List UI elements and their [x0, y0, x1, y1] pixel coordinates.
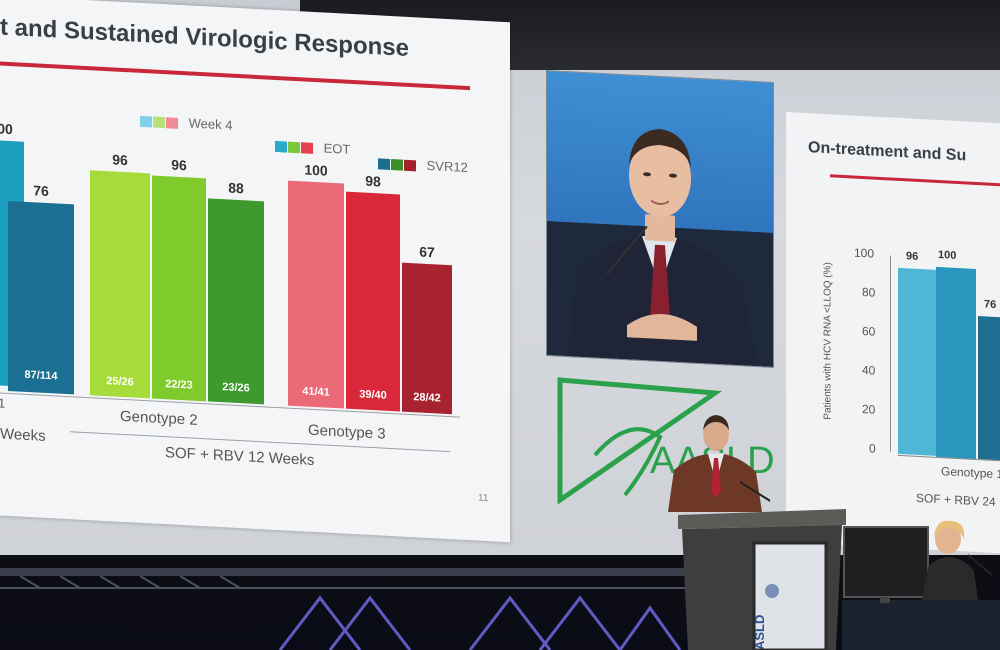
- slide-title: t and Sustained Virologic Response: [0, 13, 409, 62]
- regimen-label: SOF + RBV 12 Weeks: [165, 444, 315, 469]
- title-rule: [0, 61, 470, 91]
- bar-g3-week4: [288, 180, 344, 409]
- ytick-20: 20: [862, 401, 876, 417]
- right-bar-2: [936, 266, 976, 459]
- bar-g1-svr12: [8, 200, 74, 395]
- left-projection-slide: t and Sustained Virologic Response Week …: [0, 0, 510, 543]
- legend-svr12: SVR12: [378, 155, 468, 175]
- right-bar-2-value: 100: [938, 248, 957, 262]
- bar-g3-week4-value: 100: [304, 161, 328, 179]
- ytick-80: 80: [862, 284, 876, 300]
- genotype3-label: Genotype 3: [308, 421, 386, 443]
- speaker-at-podium: [668, 415, 770, 512]
- bar-g2-week4-value: 96: [112, 151, 128, 169]
- right-slide-title: On-treatment and Su: [808, 139, 967, 165]
- ytick-100: 100: [854, 245, 875, 261]
- bar-g1-eot-value: 00: [0, 120, 13, 138]
- side-table: [842, 520, 1000, 650]
- legend-week4: Week 4: [140, 113, 232, 133]
- bar-g3-eot: [346, 191, 400, 412]
- right-bar-3: [978, 316, 1000, 462]
- right-regimen-label: SOF + RBV 24: [916, 490, 996, 509]
- right-yaxis: [890, 255, 891, 452]
- ytick-0: 0: [869, 441, 876, 456]
- ytick-60: 60: [862, 323, 876, 339]
- bar-g3-eot-value: 98: [365, 172, 381, 190]
- bar-g3-svr12-value: 67: [419, 243, 435, 261]
- right-ylabel: Patients with HCV RNA <LLOQ (%): [822, 261, 834, 420]
- genotype1-digit: 1: [0, 395, 6, 411]
- right-title-rule: [830, 174, 1000, 188]
- bar-g1-svr12-value: 76: [33, 182, 49, 200]
- right-genotype-label: Genotype 1: [941, 464, 1000, 482]
- bar-g2-eot: [152, 175, 206, 402]
- slide-page-number: 11: [478, 492, 489, 505]
- right-bar-1-value: 96: [906, 250, 919, 263]
- legend-eot: EOT: [275, 138, 350, 157]
- bar-g2-svr12-value: 88: [228, 179, 244, 197]
- podium-panel-text: ASLD: [752, 615, 767, 650]
- right-projection-slide: On-treatment and Su Patients with HCV RN…: [786, 112, 1000, 555]
- genotype2-label: Genotype 2: [120, 407, 198, 429]
- speaker-video-screen: [546, 70, 774, 368]
- lighting-truss: [0, 568, 700, 650]
- bar-g2-eot-value: 96: [171, 156, 187, 174]
- podium: ASLD: [678, 509, 846, 650]
- right-bar-3-value: 76: [984, 298, 997, 312]
- speaker-closeup-image: [547, 128, 773, 367]
- bar-g2-week4: [90, 170, 150, 399]
- bar-g2-svr12: [208, 198, 264, 405]
- ytick-40: 40: [862, 362, 876, 378]
- weeks-label: Weeks: [0, 425, 46, 445]
